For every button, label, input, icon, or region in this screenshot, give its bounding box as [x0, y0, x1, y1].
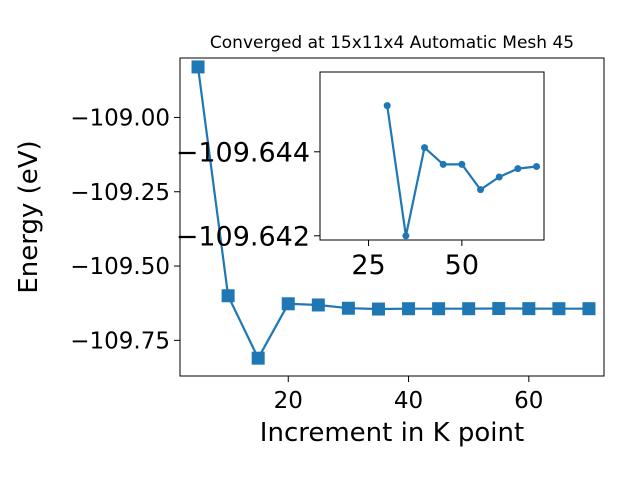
inset-x-tick-label: 50 [445, 250, 479, 281]
inset-data-point [421, 144, 429, 152]
main-y-tick-label: −109.25 [70, 180, 170, 206]
inset-plot: 25 50 −109.644 −109.642 [176, 71, 545, 281]
main-data-point [522, 302, 536, 316]
main-data-point [462, 302, 476, 316]
inset-data-point [402, 232, 410, 240]
inset-x-tick-label: 25 [351, 250, 385, 281]
main-data-point [311, 298, 325, 312]
main-x-tick-label: 20 [274, 388, 303, 414]
main-data-point [251, 351, 265, 365]
inset-y-tick-label: −109.644 [176, 137, 310, 168]
main-x-tick-label: 60 [514, 388, 543, 414]
inset-data-point [477, 186, 485, 194]
inset-plot-frame [319, 71, 545, 241]
inset-data-point [495, 173, 503, 181]
main-y-tick-label: −109.75 [70, 328, 170, 354]
main-data-point [492, 302, 506, 316]
inset-data-point [383, 102, 391, 110]
main-data-point [582, 302, 596, 316]
main-data-point [371, 302, 385, 316]
main-data-point [402, 302, 416, 316]
main-data-point [281, 297, 295, 311]
inset-data-point [514, 165, 522, 173]
inset-data-point [533, 163, 541, 170]
inset-data-point [458, 160, 466, 168]
main-data-point [191, 60, 205, 74]
main-x-tick-label: 40 [394, 388, 423, 414]
chart-title: Converged at 15x11x4 Automatic Mesh 45 [210, 33, 574, 53]
y-axis-label: Energy (eV) [14, 140, 44, 293]
main-data-point [552, 302, 566, 316]
main-y-tick-label: −109.50 [70, 254, 170, 280]
main-data-point [221, 289, 235, 303]
x-axis-label: Increment in K point [260, 418, 524, 448]
inset-y-tick-label: −109.642 [176, 221, 310, 252]
main-y-tick-label: −109.00 [70, 105, 170, 131]
inset-data-point [439, 160, 447, 168]
main-data-point [432, 302, 446, 316]
main-data-point [341, 301, 355, 315]
